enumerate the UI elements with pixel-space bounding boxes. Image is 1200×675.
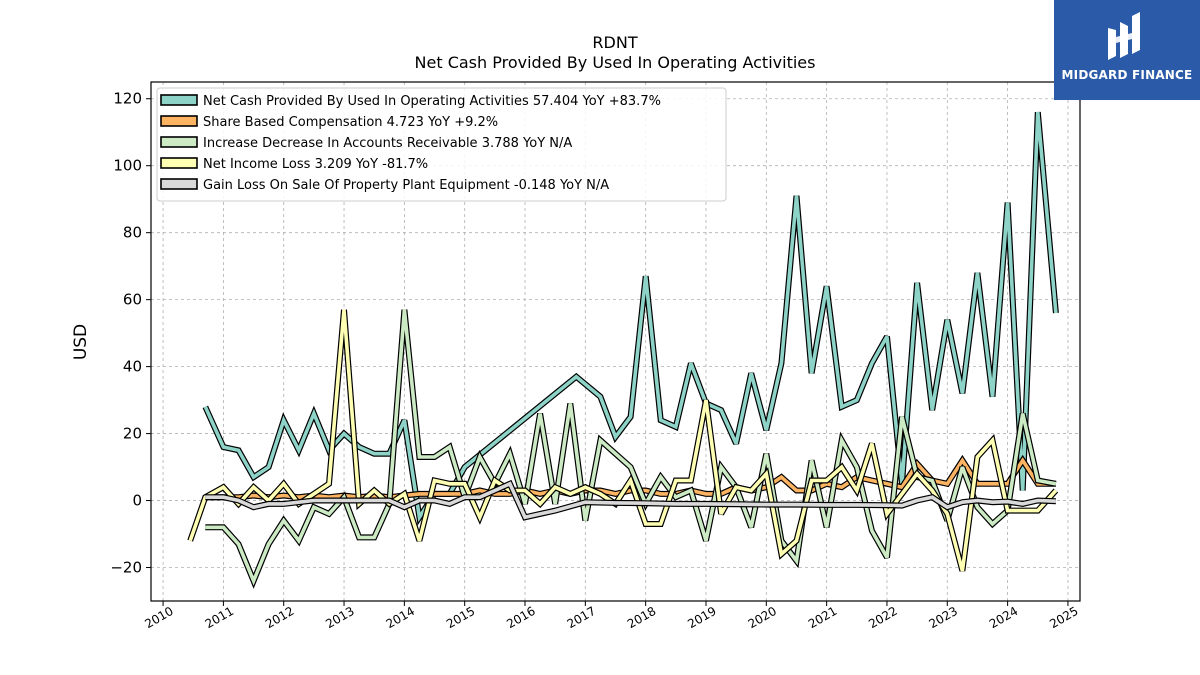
legend: Net Cash Provided By Used In Operating A… (156, 87, 727, 202)
x-tick-label: 2025 (1047, 604, 1080, 631)
legend-swatch (160, 178, 198, 190)
legend-label: Net Cash Provided By Used In Operating A… (203, 94, 661, 109)
x-tick-label: 2018 (625, 604, 658, 631)
series-line (205, 481, 1056, 520)
brand-name: MIDGARD FINANCE (1061, 68, 1193, 82)
x-tick-label: 2016 (504, 604, 537, 631)
y-tick-label: 120 (113, 90, 142, 108)
x-tick-label: 2015 (444, 604, 477, 631)
series-line (205, 457, 1056, 500)
x-tick-label: 2024 (987, 604, 1020, 631)
y-tick-label: 20 (123, 425, 142, 443)
chart-subtitle: Net Cash Provided By Used In Operating A… (415, 53, 816, 72)
x-tick-label: 2020 (746, 604, 779, 631)
series-line (188, 309, 1058, 572)
series-4 (205, 479, 1057, 521)
series-1 (205, 454, 1056, 501)
x-tick-label: 2023 (927, 604, 960, 631)
x-tick-label: 2022 (866, 604, 899, 631)
y-tick-label: 100 (113, 157, 142, 175)
y-tick-label: 60 (123, 291, 142, 309)
y-tick-label: 0 (132, 492, 142, 510)
series-line (205, 309, 1057, 586)
x-tick-label: 2010 (142, 604, 175, 631)
x-tick-label: 2019 (685, 604, 718, 631)
y-tick-label: −20 (110, 559, 142, 577)
y-tick-label: 80 (123, 224, 142, 242)
legend-swatch (160, 157, 198, 169)
legend-label: Share Based Compensation 4.723 YoY +9.2% (203, 115, 498, 130)
x-tick-label: 2012 (263, 604, 296, 631)
legend-swatch (160, 115, 198, 127)
brand-mark-icon (1108, 12, 1140, 60)
y-axis-label: USD (71, 324, 91, 360)
y-tick-label: 40 (123, 358, 142, 376)
x-tick-label: 2014 (384, 604, 417, 631)
chart-title: RDNT (592, 33, 637, 52)
series-layer (187, 111, 1059, 589)
x-tick-label: 2017 (565, 604, 598, 631)
legend-label: Increase Decrease In Accounts Receivable… (203, 136, 572, 151)
brand-logo: MIDGARD FINANCE (1054, 0, 1200, 100)
plot-frame (150, 81, 1081, 602)
series-3 (187, 309, 1059, 572)
x-tick-label: 2013 (323, 604, 356, 631)
legend-label: Gain Loss On Sale Of Property Plant Equi… (203, 178, 609, 193)
legend-label: Net Income Loss 3.209 YoY -81.7% (203, 157, 428, 172)
legend-swatch (160, 136, 198, 148)
legend-swatch (160, 94, 198, 106)
x-tick-label: 2021 (806, 604, 839, 631)
series-2 (205, 309, 1057, 589)
legend-box (156, 87, 727, 202)
x-tick-label: 2011 (203, 604, 236, 631)
